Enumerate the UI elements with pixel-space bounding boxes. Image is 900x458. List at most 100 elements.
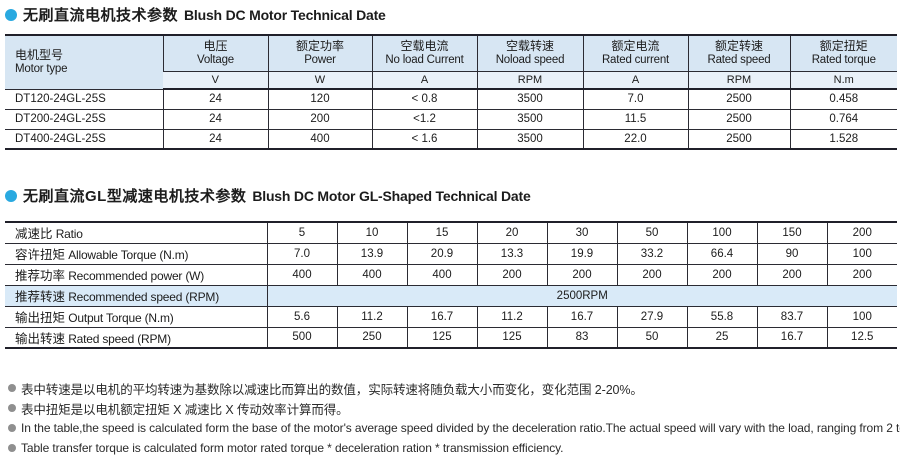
- unit-voltage: V: [163, 71, 268, 90]
- header-zh: 额定转速: [714, 39, 763, 54]
- table-cell: 15: [406, 222, 477, 244]
- table-cell: 2500: [687, 109, 790, 130]
- table-cell: 3500: [476, 129, 583, 150]
- table-cell: 500: [266, 327, 337, 349]
- unit-noload-current: A: [371, 71, 477, 90]
- row-label-en: Output Torque (N.m): [68, 311, 174, 325]
- row-allowable-torque: 容许扭矩 Allowable Torque (N.m) 7.0 13.9 20.…: [5, 243, 897, 265]
- table-row: DT120-24GL-25S 24 120 < 0.8 3500 7.0 250…: [5, 89, 897, 110]
- row-label-zh: 推荐功率: [15, 269, 66, 283]
- table-cell: 83: [546, 327, 617, 349]
- table-cell: 13.9: [336, 243, 407, 265]
- section2-title: 无刷直流GL型减速电机技术参数 Blush DC Motor GL-Shaped…: [5, 187, 897, 205]
- header-zh: 电机型号: [15, 48, 64, 63]
- table-cell: 55.8: [686, 306, 757, 328]
- column-header-noload-speed: 空载转速 Noload speed: [476, 35, 583, 72]
- gray-dot-icon: [8, 444, 16, 452]
- row-ratio: 减速比 Ratio 5 10 15 20 30 50 100 150 200: [5, 222, 897, 244]
- footnote: In the table,the speed is calculated for…: [8, 418, 900, 438]
- cell-model: DT120-24GL-25S: [5, 89, 163, 110]
- header-zh: 电压: [203, 39, 228, 54]
- header-en: No load Current: [385, 54, 464, 67]
- row-recommended-power: 推荐功率 Recommended power (W) 400 400 400 2…: [5, 264, 897, 286]
- table-cell: 33.2: [616, 243, 687, 265]
- row-label: 推荐转速 Recommended speed (RPM): [5, 285, 267, 307]
- column-header-noload-current: 空载电流 No load Current: [371, 35, 477, 72]
- row-label-zh: 减速比: [15, 227, 53, 242]
- table-cell: 0.458: [789, 89, 897, 110]
- table-cell: 200: [756, 264, 827, 286]
- table-cell: 50: [616, 327, 687, 349]
- header-zh: 额定扭矩: [819, 39, 868, 54]
- table-cell: 150: [756, 222, 827, 244]
- table-cell: 400: [267, 129, 372, 150]
- table-cell: 5.6: [266, 306, 337, 328]
- motor-spec-table: 电机型号 Motor type 电压 Voltage 额定功率 Power 空载…: [5, 34, 897, 150]
- footnotes: 表中转速是以电机的平均转速为基数除以减速比而算出的数值，实际转速将随负载大小而变…: [5, 378, 900, 458]
- header-en: Motor type: [15, 63, 68, 76]
- table-cell: 100: [826, 243, 897, 265]
- footnote-text: 表中转速是以电机的平均转速为基数除以减速比而算出的数值，实际转速将随负载大小而变…: [21, 382, 643, 397]
- row-label: 推荐功率 Recommended power (W): [5, 264, 267, 286]
- row-label-zh: 输出转速: [15, 331, 66, 346]
- table-cell: 100: [686, 222, 757, 244]
- row-label: 减速比 Ratio: [5, 222, 267, 244]
- row-label-en: Recommended speed (RPM): [68, 290, 220, 304]
- table-header-row: 电机型号 Motor type 电压 Voltage 额定功率 Power 空载…: [5, 35, 897, 90]
- table-cell: 13.3: [476, 243, 547, 265]
- table-cell: 20: [476, 222, 547, 244]
- table-cell: 11.5: [582, 109, 688, 130]
- table-cell: 24: [162, 129, 268, 150]
- table-cell: 16.7: [756, 327, 827, 349]
- row-label: 输出扭矩 Output Torque (N.m): [5, 306, 267, 328]
- table-cell: 120: [267, 89, 372, 110]
- row-label-en: Allowable Torque (N.m): [68, 248, 189, 262]
- table-cell: 125: [406, 327, 477, 349]
- table-cell: 200: [267, 109, 372, 130]
- header-en: Power: [304, 54, 336, 67]
- footnote: 表中扭矩是以电机额定扭矩 X 减速比 X 传动效率计算而得。: [8, 398, 897, 418]
- section2-title-en: Blush DC Motor GL-Shaped Technical Date: [252, 187, 531, 204]
- header-en: Rated speed: [707, 54, 771, 67]
- column-header-motor-type: 电机型号 Motor type: [5, 35, 163, 90]
- table-cell: 11.2: [336, 306, 407, 328]
- footnote-text: In the table,the speed is calculated for…: [21, 421, 900, 435]
- table-cell: 3500: [476, 89, 583, 110]
- unit-rated-speed: RPM: [687, 71, 790, 90]
- unit-rated-torque: N.m: [789, 71, 897, 90]
- table-cell: 11.2: [476, 306, 547, 328]
- header-en: Rated torque: [811, 54, 876, 67]
- table-cell: 200: [826, 222, 897, 244]
- footnote: Table transfer torque is calculated form…: [8, 438, 897, 458]
- row-label: 输出转速 Rated speed (RPM): [5, 327, 267, 349]
- table-cell: 200: [826, 264, 897, 286]
- row-label-en: Recommended power (W): [68, 269, 205, 283]
- table-cell: 25: [686, 327, 757, 349]
- table-cell: 2500: [687, 89, 790, 110]
- table-cell: 30: [546, 222, 617, 244]
- table-cell: 83.7: [756, 306, 827, 328]
- column-header-rated-torque: 额定扭矩 Rated torque: [789, 35, 897, 72]
- header-zh: 额定功率: [295, 39, 344, 54]
- merged-speed-cell: 2500RPM: [266, 285, 897, 307]
- table-cell: 5: [266, 222, 337, 244]
- table-cell: 10: [336, 222, 407, 244]
- column-header-power: 额定功率 Power: [267, 35, 372, 72]
- table-cell: < 1.6: [371, 129, 477, 150]
- gray-dot-icon: [8, 404, 16, 412]
- column-header-rated-speed: 额定转速 Rated speed: [687, 35, 790, 72]
- table-cell: 0.764: [789, 109, 897, 130]
- row-label-zh: 推荐转速: [15, 290, 66, 304]
- footnote-text: 表中扭矩是以电机额定扭矩 X 减速比 X 传动效率计算而得。: [21, 402, 349, 417]
- table-cell: 2500: [687, 129, 790, 150]
- table-cell: 22.0: [582, 129, 688, 150]
- table-cell: 400: [406, 264, 477, 286]
- footnote-text: Table transfer torque is calculated form…: [21, 441, 564, 455]
- cell-model: DT200-24GL-25S: [5, 109, 163, 130]
- table-cell: 3500: [476, 109, 583, 130]
- table-cell: 16.7: [406, 306, 477, 328]
- table-cell: 66.4: [686, 243, 757, 265]
- section1-title-zh: 无刷直流电机技术参数: [23, 7, 179, 24]
- table-cell: 24: [162, 89, 268, 110]
